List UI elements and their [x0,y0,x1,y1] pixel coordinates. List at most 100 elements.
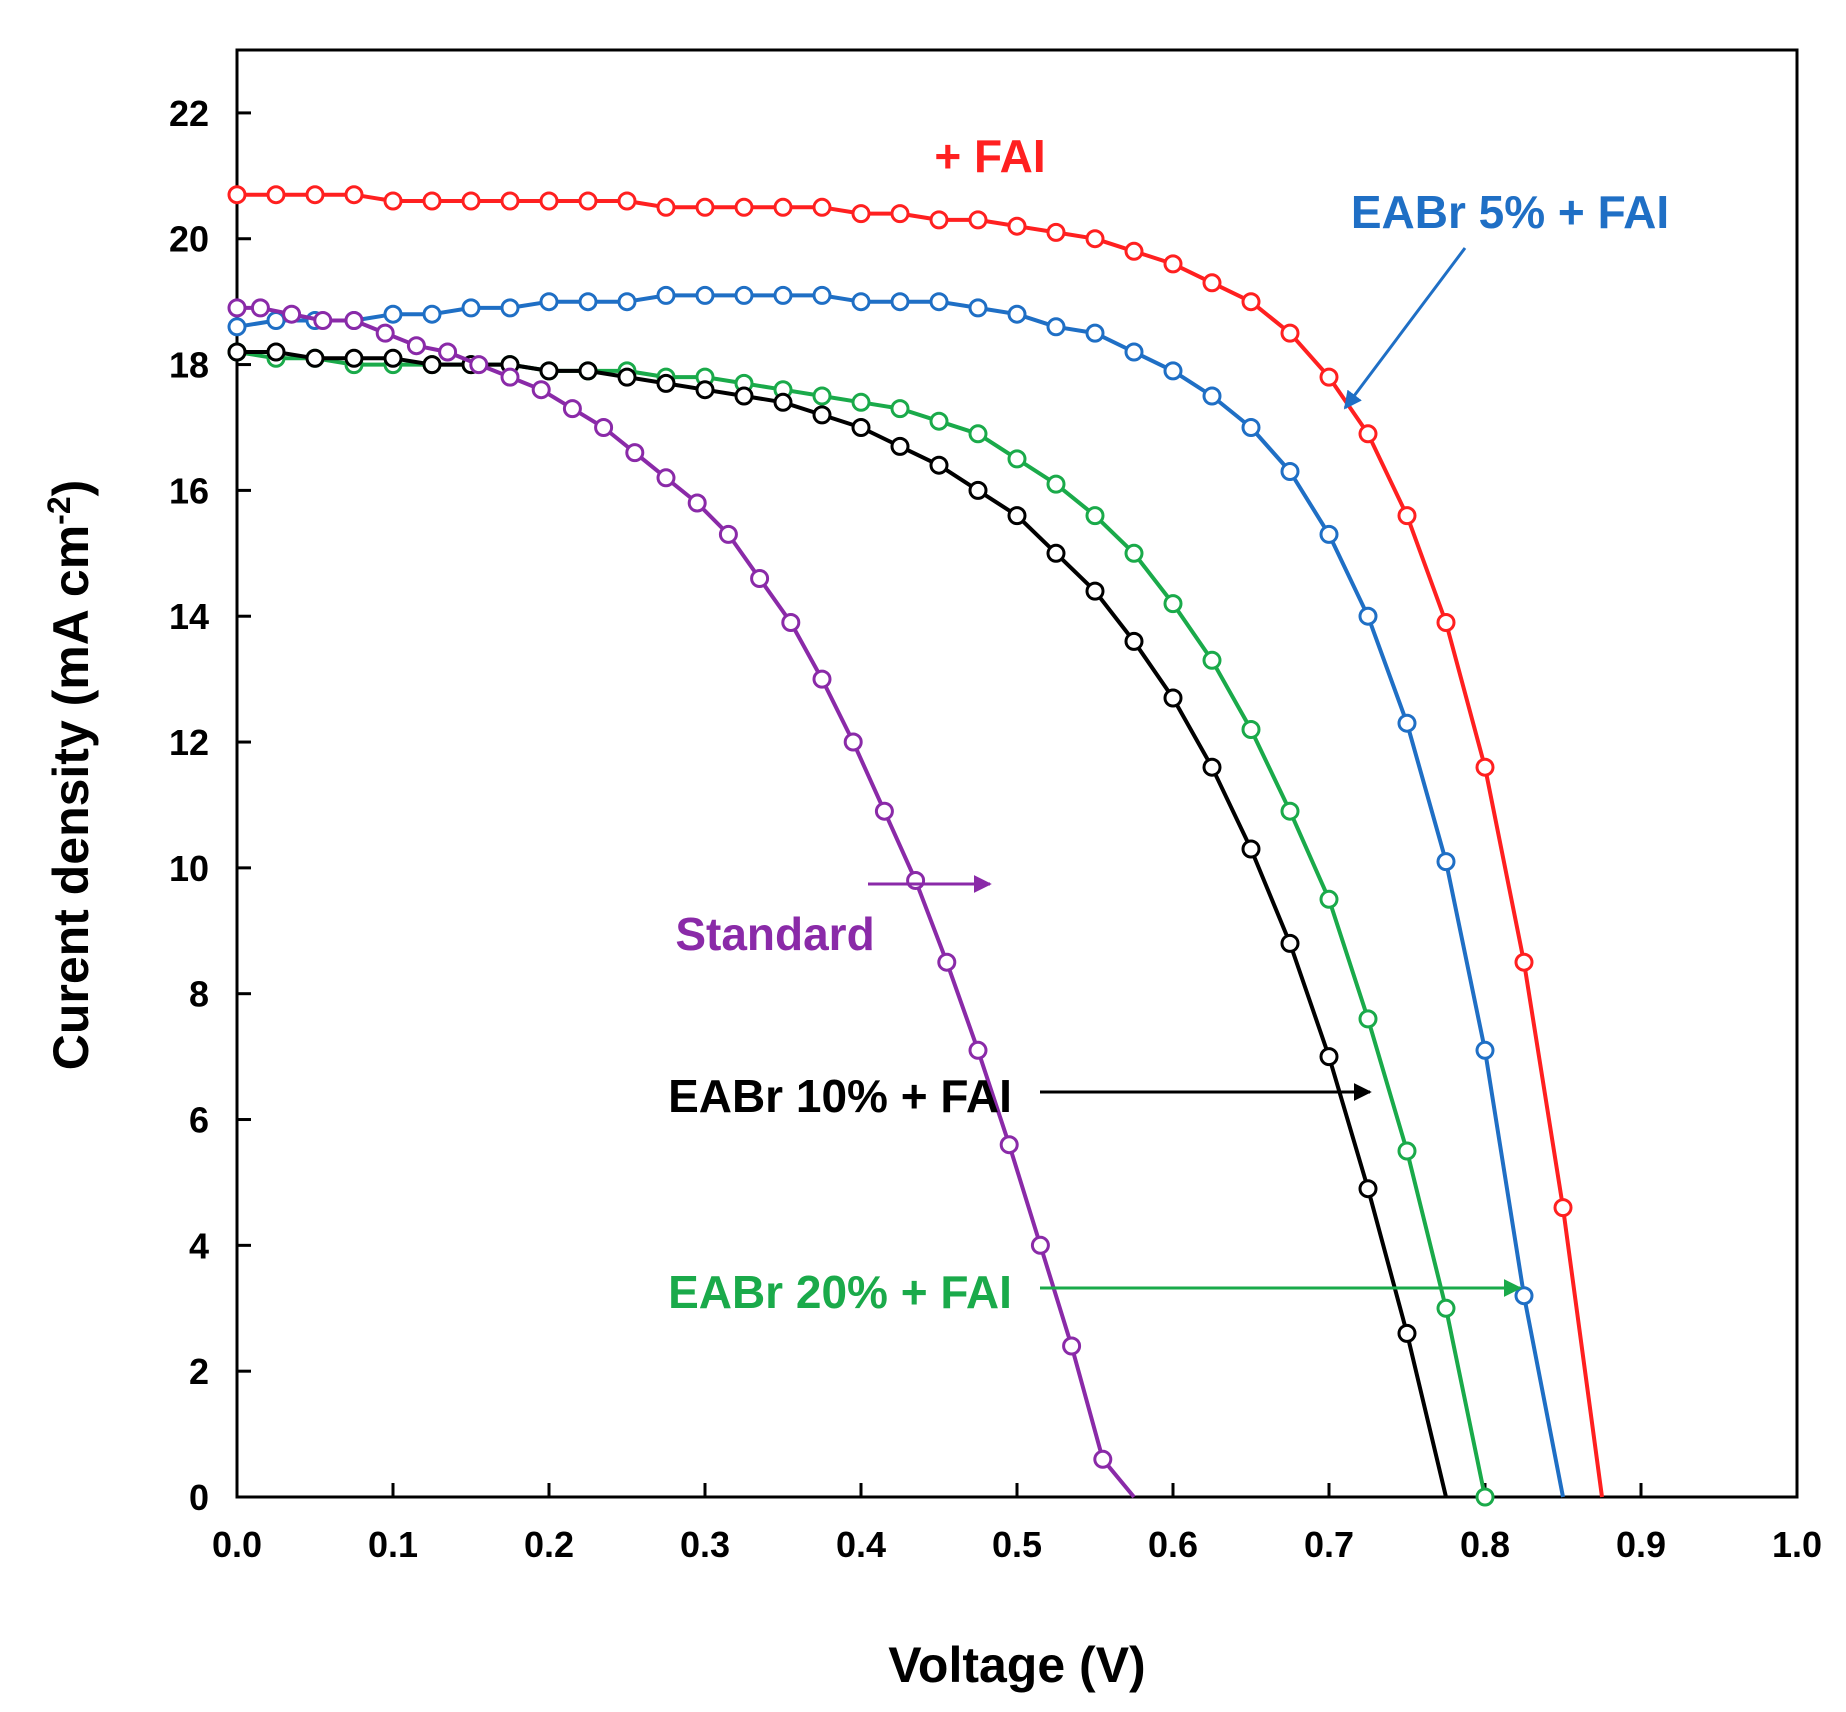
data-point [461,298,481,318]
data-point [773,285,793,305]
data-point [305,185,325,205]
data-point [1202,757,1222,777]
x-axis-title: Voltage (V) [888,1637,1145,1693]
data-point [812,285,832,305]
data-point [344,185,364,205]
x-tick-label: 0.7 [1304,1524,1354,1565]
series-label: EABr 5% + FAI [1351,186,1669,238]
data-point [695,380,715,400]
y-tick-label: 22 [169,93,209,134]
data-point [656,373,676,393]
data-point [383,348,403,368]
data-point [422,191,442,211]
series-line [237,305,1136,1499]
data-point [1241,720,1261,739]
x-tick-label: 0.0 [212,1524,262,1565]
data-point [617,191,637,211]
data-point [227,342,247,362]
x-tick-label: 0.1 [368,1524,418,1565]
data-point [1046,474,1066,494]
data-point [578,361,598,381]
series-0 [227,185,1604,1498]
data-point [812,669,832,689]
data-point [344,348,364,368]
data-point [500,298,520,318]
data-point [539,361,559,381]
data-point [843,732,863,752]
data-point [890,204,910,224]
data-point [1397,506,1417,526]
data-point [687,493,707,513]
data-point [617,292,637,312]
data-point [929,411,949,431]
data-point [1358,1179,1378,1199]
data-point [929,455,949,475]
y-tick-label: 2 [189,1351,209,1392]
y-axis-title-main: Curent density (mA cm [43,525,99,1070]
data-point [344,311,364,330]
data-point [1241,292,1261,312]
data-point [851,292,871,312]
data-point [531,380,551,400]
data-point [695,197,715,217]
data-point [1475,1487,1495,1507]
y-tick-label: 10 [169,848,209,889]
data-point [1514,1286,1534,1306]
data-point [968,1040,988,1060]
data-point [539,292,559,312]
data-point [773,197,793,217]
data-point [1319,1047,1339,1067]
data-point [718,524,738,544]
data-point [1358,1009,1378,1029]
data-point [656,285,676,305]
data-point [656,468,676,488]
data-point [266,185,286,205]
data-point [1046,543,1066,563]
data-point [406,336,426,356]
data-point [929,210,949,230]
data-point [656,197,676,217]
data-point [1007,449,1027,469]
data-point [539,191,559,211]
y-tick-label: 14 [169,596,209,637]
data-point [1280,462,1300,481]
data-point [1397,713,1417,733]
data-point [375,323,395,343]
data-point [1358,606,1378,626]
data-point [1030,1235,1050,1255]
data-point [1358,424,1378,444]
x-tick-label: 1.0 [1772,1524,1822,1565]
data-point [1280,323,1300,343]
data-point [461,191,481,211]
data-point [968,210,988,230]
data-point [812,405,832,425]
y-tick-label: 8 [189,974,209,1015]
data-point [851,392,871,412]
data-point [1202,650,1222,670]
data-point [773,392,793,412]
data-point [500,191,520,211]
data-point [1124,342,1144,362]
y-tick-label: 18 [169,345,209,386]
data-point [1007,304,1027,324]
data-point [1007,216,1027,236]
data-point [968,298,988,318]
data-point [968,480,988,500]
data-point [1280,801,1300,821]
y-axis-title: Curent density (mA cm-2) [41,480,99,1071]
data-point [1436,1298,1456,1318]
data-point [890,399,910,419]
series-label: + FAI [934,130,1045,182]
series-label: Standard [675,908,874,960]
data-point [1319,367,1339,387]
data-point [594,418,614,437]
data-point [1475,757,1495,777]
data-point [227,298,247,318]
data-point [617,367,637,387]
data-point [1124,241,1144,261]
data-point [1062,1336,1082,1356]
data-point [422,355,442,375]
data-point [1202,386,1222,406]
data-point [1397,1141,1417,1161]
data-point [227,185,247,205]
